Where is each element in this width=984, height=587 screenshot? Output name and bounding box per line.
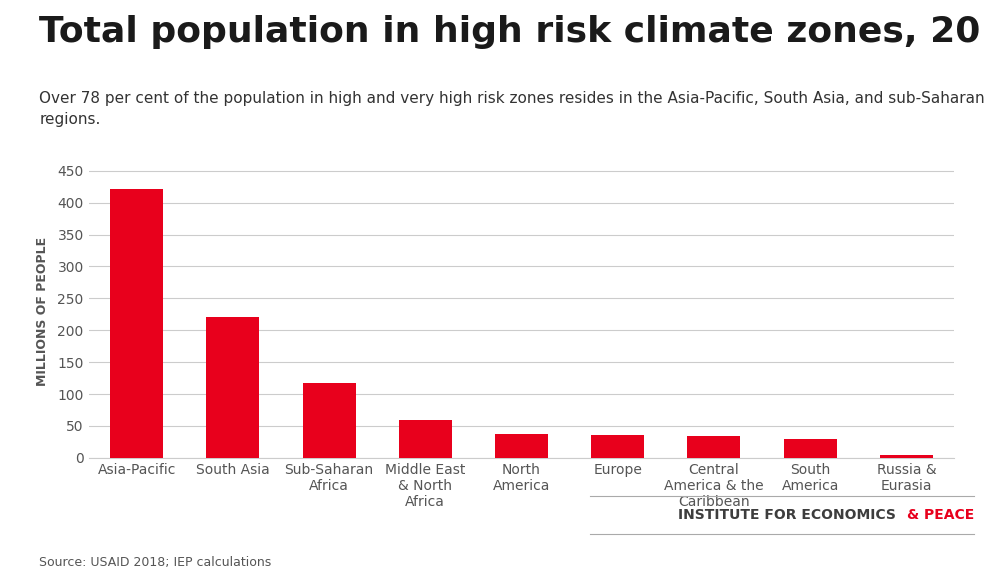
Bar [591,435,645,458]
Y-axis label: MILLIONS OF PEOPLE: MILLIONS OF PEOPLE [36,237,49,386]
Text: Over 78 per cent of the population in high and very high risk zones resides in t: Over 78 per cent of the population in hi… [39,91,984,127]
Bar [207,318,260,458]
Text: Source: USAID 2018; IEP calculations: Source: USAID 2018; IEP calculations [39,556,272,569]
Bar [783,438,836,458]
Bar [495,434,548,458]
Bar [110,188,163,458]
Text: INSTITUTE FOR ECONOMICS: INSTITUTE FOR ECONOMICS [678,508,900,522]
Bar [880,455,933,458]
Bar [399,420,452,458]
Bar [688,436,740,458]
Text: Total population in high risk climate zones, 2016: Total population in high risk climate zo… [39,15,984,49]
Bar [303,383,355,458]
Text: & PEACE: & PEACE [907,508,974,522]
